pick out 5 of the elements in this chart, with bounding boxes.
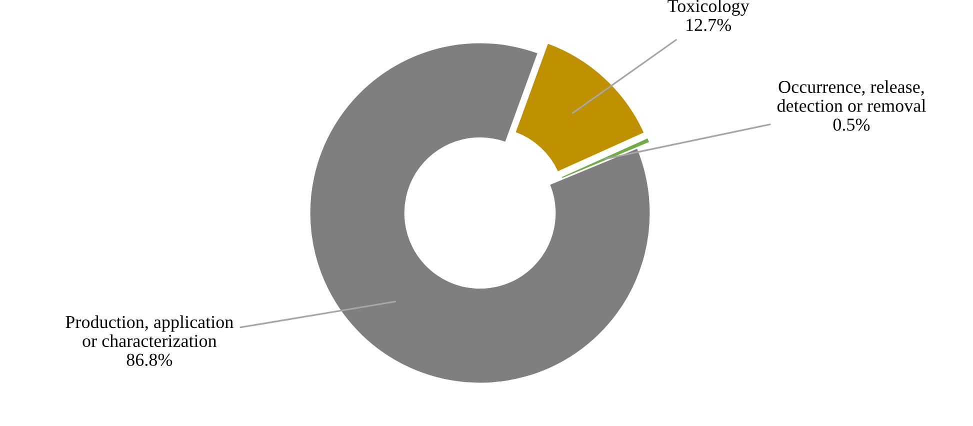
- data-label: 0.5%: [833, 118, 870, 131]
- slice-label: Production, application or characterization: [66, 315, 234, 348]
- data-label: 12.7%: [686, 18, 732, 32]
- data-label: 86.8%: [126, 354, 172, 366]
- slice-label: Occurrence, release, detection or removal: [777, 80, 926, 112]
